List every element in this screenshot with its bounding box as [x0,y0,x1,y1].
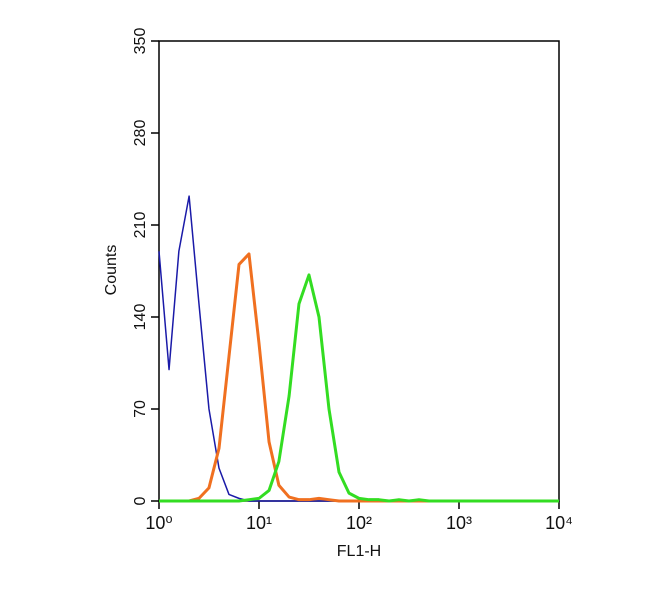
y-tick-label: 350 [132,28,149,55]
y-tick-label: 140 [132,304,149,331]
y-tick-label: 0 [132,496,149,505]
plot-frame [158,40,560,502]
series-line [158,195,559,502]
x-axis-label: FL1-H [337,543,381,560]
x-tick-label: 10³ [446,513,472,533]
y-tick-label: 210 [132,212,149,239]
x-tick-label: 10⁰ [145,513,172,533]
x-tick-label: 10¹ [246,513,272,533]
x-tick-label: 10⁴ [545,513,573,533]
y-axis-label: Counts [103,245,120,296]
series-line [159,273,559,503]
y-tick-label: 70 [132,400,149,418]
x-tick-label: 10² [346,513,372,533]
y-tick-label: 280 [132,120,149,147]
